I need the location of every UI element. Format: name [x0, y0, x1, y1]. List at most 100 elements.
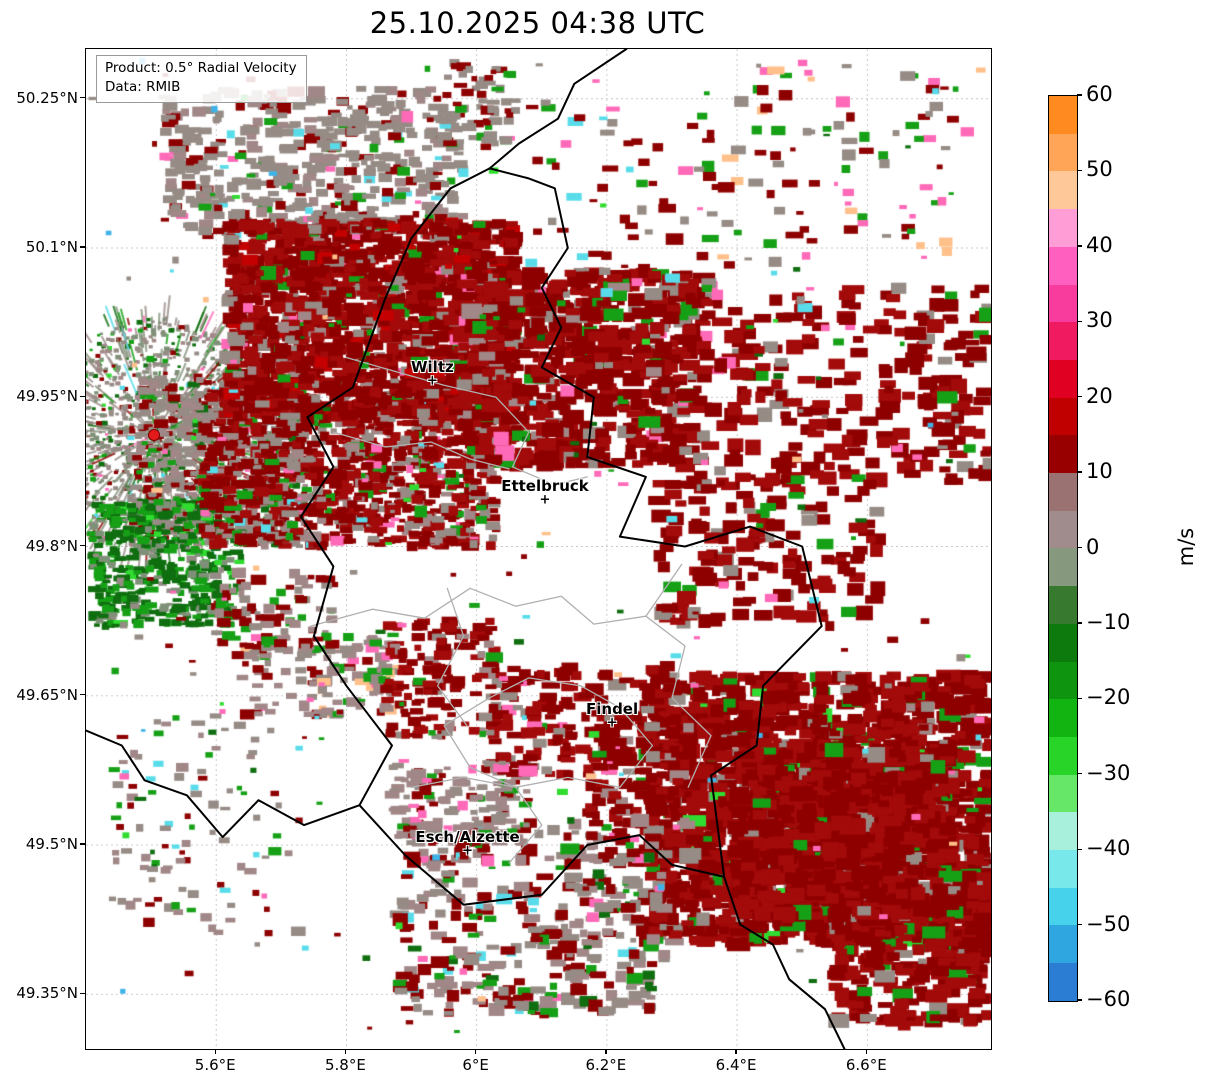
colorbar-segment — [1049, 963, 1077, 1001]
x-tick-mark — [865, 1049, 867, 1054]
colorbar-segment — [1049, 322, 1077, 360]
product-info-box: Product: 0.5° Radial Velocity Data: RMIB — [96, 55, 307, 103]
city-marker-esch-alzette: + — [462, 843, 473, 859]
colorbar-tick-mark — [1077, 773, 1082, 775]
city-label-wiltz: Wiltz — [410, 358, 454, 377]
colorbar-tick-mark — [1077, 94, 1082, 96]
district-border — [332, 431, 510, 470]
district-border — [410, 776, 543, 864]
radar-site-dot — [148, 429, 161, 442]
district-border — [645, 615, 712, 788]
x-tick-mark — [214, 1049, 216, 1054]
colorbar-tick-mark — [1077, 320, 1082, 322]
y-tick-label: 49.65°N — [16, 685, 78, 704]
colorbar-tick-mark — [1077, 546, 1082, 549]
colorbar-tick-mark — [1077, 848, 1082, 850]
colorbar-segment — [1049, 925, 1077, 964]
colorbar-segment — [1049, 623, 1077, 662]
colorbar-segment — [1049, 284, 1077, 323]
district-border — [443, 677, 654, 788]
product-label: Product: 0.5° Radial Velocity — [105, 60, 297, 76]
colorbar-segment — [1049, 473, 1077, 511]
y-tick-mark — [80, 395, 85, 397]
colorbar-tick-mark — [1077, 622, 1082, 624]
colorbar-tick-label: 30 — [1086, 308, 1113, 333]
x-tick-mark — [735, 1049, 737, 1054]
colorbar-tick-label: 20 — [1086, 383, 1113, 408]
colorbar-segment — [1049, 850, 1077, 888]
y-tick-mark — [80, 992, 85, 994]
y-tick-label: 49.8°N — [25, 536, 78, 555]
y-tick-label: 49.35°N — [16, 984, 78, 1003]
district-border — [345, 356, 588, 486]
city-markers-layer: + Wiltz + Ettelbruck + Findel + Esch/Alzette — [86, 49, 991, 1049]
colorbar-segment — [1049, 812, 1077, 851]
city-label-ettelbruck: Ettelbruck — [501, 476, 589, 495]
colorbar-tick-label: −20 — [1086, 685, 1131, 710]
colorbar-tick-label: −30 — [1086, 760, 1131, 785]
colorbar-tick-mark — [1077, 396, 1082, 398]
x-tick-label: 6.2°E — [585, 1056, 627, 1074]
colorbar-tick-label: −10 — [1086, 609, 1131, 634]
colorbar-tick-label: 40 — [1086, 232, 1113, 257]
colorbar-segment — [1049, 699, 1077, 737]
colorbar-tick-mark — [1077, 923, 1082, 926]
colorbar-tick-label: 60 — [1086, 82, 1113, 106]
y-tick-mark — [80, 544, 85, 547]
colorbar-tick-label: −50 — [1086, 911, 1131, 936]
colorbar-tick-label: −60 — [1086, 987, 1131, 1011]
y-tick-mark — [80, 97, 85, 99]
colorbar-tick-label: 50 — [1086, 157, 1113, 182]
colorbar-unit-label: m/s — [1174, 527, 1198, 567]
colorbar-segment — [1049, 359, 1077, 398]
colorbar-segment — [1049, 96, 1077, 134]
x-tick-label: 6.4°E — [715, 1056, 757, 1074]
colorbar-tick-mark — [1077, 697, 1082, 700]
colorbar-segment — [1049, 435, 1077, 474]
district-border — [309, 563, 683, 627]
colorbar-segment — [1049, 586, 1077, 624]
city-label-esch-alzette: Esch/Alzette — [415, 827, 520, 846]
country-border — [299, 167, 823, 906]
colorbar-tick-label: 10 — [1086, 459, 1113, 484]
radar-velocity-field — [86, 49, 991, 1049]
y-tick-mark — [80, 843, 85, 845]
colorbar-segment — [1049, 661, 1077, 700]
country-border — [723, 875, 846, 1049]
x-tick-label: 5.8°E — [325, 1056, 366, 1074]
colorbar — [1048, 95, 1078, 1002]
x-tick-mark — [344, 1049, 347, 1054]
colorbar-tick-mark — [1077, 471, 1082, 473]
y-tick-mark — [80, 694, 85, 696]
city-marker-wiltz: + — [426, 373, 438, 389]
y-tick-label: 50.25°N — [16, 88, 78, 107]
colorbar-segment — [1049, 736, 1077, 775]
colorbar-tick-mark — [1077, 169, 1082, 172]
country-border — [488, 49, 628, 170]
city-marker-findel: + — [606, 715, 618, 731]
y-tick-mark — [80, 246, 85, 248]
colorbar-segment — [1049, 887, 1077, 926]
x-tick-label: 5.6°E — [194, 1056, 236, 1074]
y-tick-label: 49.95°N — [16, 387, 78, 406]
colorbar-segment — [1049, 246, 1077, 285]
page-title: 25.10.2025 04:38 UTC — [369, 6, 706, 40]
y-tick-label: 49.5°N — [25, 835, 78, 854]
colorbar-segment — [1049, 510, 1077, 549]
country-border — [86, 729, 361, 839]
y-tick-label: 50.1°N — [25, 238, 78, 256]
colorbar-tick-mark — [1077, 245, 1082, 247]
colorbar-gradient — [1049, 96, 1077, 1001]
x-tick-label: 6°E — [462, 1056, 489, 1074]
colorbar-segment — [1049, 171, 1077, 210]
colorbar-segment — [1049, 397, 1077, 436]
district-border — [436, 587, 468, 727]
data-source-label: Data: RMIB — [105, 78, 181, 95]
city-label-findel: Findel — [586, 699, 639, 718]
colorbar-segment — [1049, 548, 1077, 587]
x-tick-mark — [605, 1049, 607, 1054]
colorbar-tick-label: 0 — [1086, 534, 1100, 559]
colorbar-tick-mark — [1077, 999, 1082, 1001]
borders-layer — [86, 49, 846, 1049]
colorbar-segment — [1049, 209, 1077, 247]
